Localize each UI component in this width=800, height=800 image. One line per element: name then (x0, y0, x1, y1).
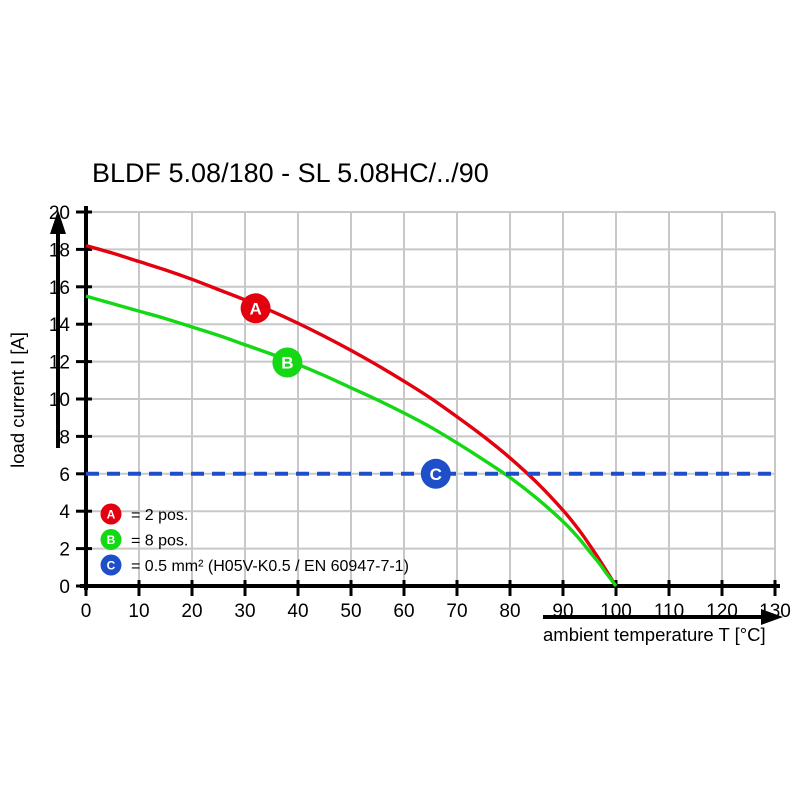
legend-item-text: = 0.5 mm² (H05V-K0.5 / EN 60947-7-1) (131, 558, 409, 575)
marker-circle (240, 293, 271, 324)
y-tick-label: 0 (59, 577, 70, 598)
page-title: BLDF 5.08/180 - SL 5.08HC/../90 (92, 158, 489, 188)
y-tick-label: 2 (59, 540, 70, 561)
x-tick-label: 0 (81, 601, 92, 622)
x-tick-label: 30 (234, 601, 255, 622)
x-axis-title-group: ambient temperature T [°C] (543, 609, 783, 645)
x-axis-title: ambient temperature T [°C] (543, 624, 766, 645)
grid-lines (86, 211, 776, 586)
legend-item-a: A = 2 pos. (100, 503, 188, 525)
x-tick-label: 40 (287, 601, 308, 622)
series-marker-a: A (240, 293, 271, 324)
y-axis-title: load current I [A] (7, 332, 28, 468)
marker-label: C (430, 465, 442, 484)
y-tick-label: 20 (49, 203, 70, 224)
legend-item-c: C = 0.5 mm² (H05V-K0.5 / EN 60947-7-1) (100, 554, 409, 576)
y-axis-arrow-head (50, 210, 66, 234)
legend-item-b: B = 8 pos. (100, 529, 188, 550)
legend-marker-label: C (107, 559, 116, 573)
legend-marker-circle (100, 529, 122, 550)
chart-legend: A = 2 pos. B = 8 pos. C = 0.5 mm² (H05V-K0.5 … (100, 503, 409, 576)
x-axis-arrow-head (761, 609, 783, 625)
marker-circle (420, 458, 451, 489)
data-series (85, 244, 775, 588)
legend-item-text: = 8 pos. (131, 533, 188, 550)
marker-label: A (249, 299, 261, 318)
series-marker-b: B (272, 347, 303, 378)
x-tick-label: 10 (128, 601, 149, 622)
x-tick-label: 80 (499, 601, 520, 622)
legend-marker-circle (100, 503, 122, 525)
marker-label: B (281, 354, 293, 373)
x-tick-label: 70 (446, 601, 467, 622)
marker-circle (272, 347, 303, 378)
y-tick-label: 8 (59, 427, 70, 448)
legend-marker-circle (100, 554, 122, 576)
y-tick-label: 4 (59, 502, 70, 523)
series-line-b (85, 294, 618, 588)
x-tick-label: 60 (393, 601, 414, 622)
series-line-a (85, 244, 618, 587)
x-tick-label: 50 (340, 601, 361, 622)
x-tick-label: 20 (181, 601, 202, 622)
y-axis-title-group: load current I [A] (7, 210, 66, 468)
series-marker-c: C (420, 458, 451, 489)
series-markers: A B C (240, 293, 451, 489)
legend-marker-label: A (107, 508, 116, 522)
legend-item-text: = 2 pos. (131, 507, 188, 524)
y-tick-label: 6 (59, 465, 70, 486)
legend-marker-label: B (107, 533, 116, 547)
